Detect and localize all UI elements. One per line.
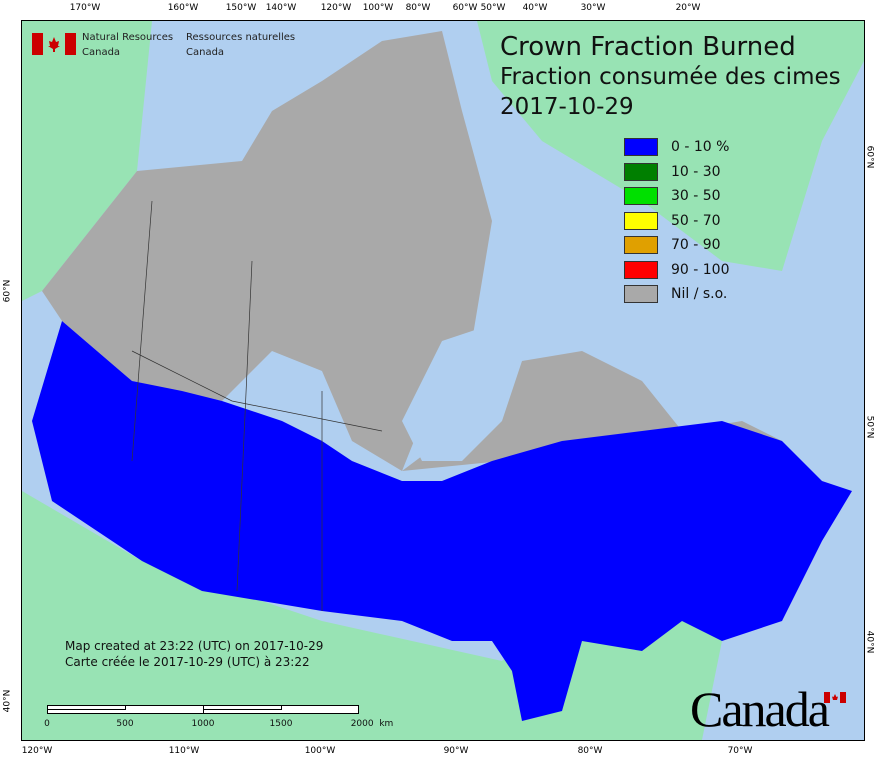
top-tick: 120°W: [320, 3, 352, 13]
canada-no-data: [42, 31, 492, 471]
top-tick: 60°W: [452, 3, 478, 13]
legend-item: 30 - 50: [624, 184, 730, 209]
legend-swatch: [624, 138, 658, 157]
map-frame: [21, 20, 865, 741]
title-date: 2017-10-29: [500, 94, 634, 120]
legend-swatch: [624, 236, 658, 255]
bottom-tick: 70°W: [727, 746, 753, 756]
map-canvas: [22, 21, 864, 740]
bottom-tick: 90°W: [443, 746, 469, 756]
bottom-tick: 120°W: [21, 746, 53, 756]
bottom-tick: 110°W: [168, 746, 200, 756]
top-tick: 30°W: [580, 3, 606, 13]
top-tick: 100°W: [362, 3, 394, 13]
top-tick: 170°W: [69, 3, 101, 13]
agency-fr-2: Canada: [186, 47, 225, 58]
legend-item: 0 - 10 %: [624, 135, 730, 160]
hudson-bay: [402, 321, 522, 461]
top-tick: 140°W: [265, 3, 297, 13]
legend-label: 30 - 50: [671, 188, 721, 205]
legend-item: Nil / s.o.: [624, 282, 730, 307]
top-tick: 20°W: [675, 3, 701, 13]
scale-label: 500: [116, 719, 134, 729]
map-title: Crown Fraction Burned Fraction consumée …: [500, 32, 841, 122]
legend-swatch: [624, 187, 658, 206]
scale-label: 0: [44, 719, 50, 729]
legend-swatch: [624, 285, 658, 304]
legend-swatch: [624, 260, 658, 279]
scale-label: 1500: [269, 719, 293, 729]
top-tick: 80°W: [405, 3, 431, 13]
created-fr: Carte créée le 2017-10-29 (UTC) à 23:22: [65, 655, 310, 669]
top-tick: 40°W: [522, 3, 548, 13]
title-en: Crown Fraction Burned: [500, 32, 796, 62]
scale-label: 2000 km: [350, 719, 394, 729]
legend-label: Nil / s.o.: [671, 286, 728, 303]
canada-flag-icon: [32, 33, 76, 55]
alaska-land: [22, 21, 152, 301]
legend-swatch: [624, 211, 658, 230]
scale-bar: [47, 705, 359, 714]
top-tick: 50°W: [480, 3, 506, 13]
legend-swatch: [624, 162, 658, 181]
left-tick: 40°N: [2, 689, 13, 713]
legend-label: 70 - 90: [671, 237, 721, 254]
top-tick: 160°W: [167, 3, 199, 13]
legend-item: 10 - 30: [624, 160, 730, 185]
legend-label: 0 - 10 %: [671, 139, 730, 156]
right-tick: 40°N: [864, 630, 875, 654]
legend: 0 - 10 % 10 - 30 30 - 50 50 - 70 70 - 90 90 -…: [624, 135, 730, 307]
legend-label: 90 - 100: [671, 261, 730, 278]
legend-label: 10 - 30: [671, 163, 721, 180]
usa-land: [22, 491, 782, 740]
bottom-tick: 100°W: [304, 746, 336, 756]
greenland-land: [477, 21, 864, 271]
left-tick: 60°N: [2, 279, 13, 303]
canada-wordmark: Canada: [690, 681, 830, 737]
top-tick: 150°W: [225, 3, 257, 13]
agency-en-1: Natural Resources: [82, 32, 174, 43]
right-tick: 50°N: [864, 415, 875, 439]
legend-label: 50 - 70: [671, 212, 721, 229]
creation-note: Map created at 23:22 (UTC) on 2017-10-29…: [65, 638, 323, 670]
legend-item: 50 - 70: [624, 209, 730, 234]
agency-en-2: Canada: [82, 47, 121, 58]
fire-region: [32, 321, 852, 721]
provincial-boundaries: [131, 200, 383, 611]
legend-item: 70 - 90: [624, 233, 730, 258]
title-fr: Fraction consumée des cimes: [500, 64, 841, 90]
scale-label: 1000: [191, 719, 215, 729]
wordmark-flag-icon: [824, 692, 846, 703]
bottom-tick: 80°W: [577, 746, 603, 756]
right-tick: 60°N: [864, 145, 875, 169]
created-en: Map created at 23:22 (UTC) on 2017-10-29: [65, 639, 324, 653]
agency-fr-1: Ressources naturelles: [186, 32, 296, 43]
legend-item: 90 - 100: [624, 258, 730, 283]
